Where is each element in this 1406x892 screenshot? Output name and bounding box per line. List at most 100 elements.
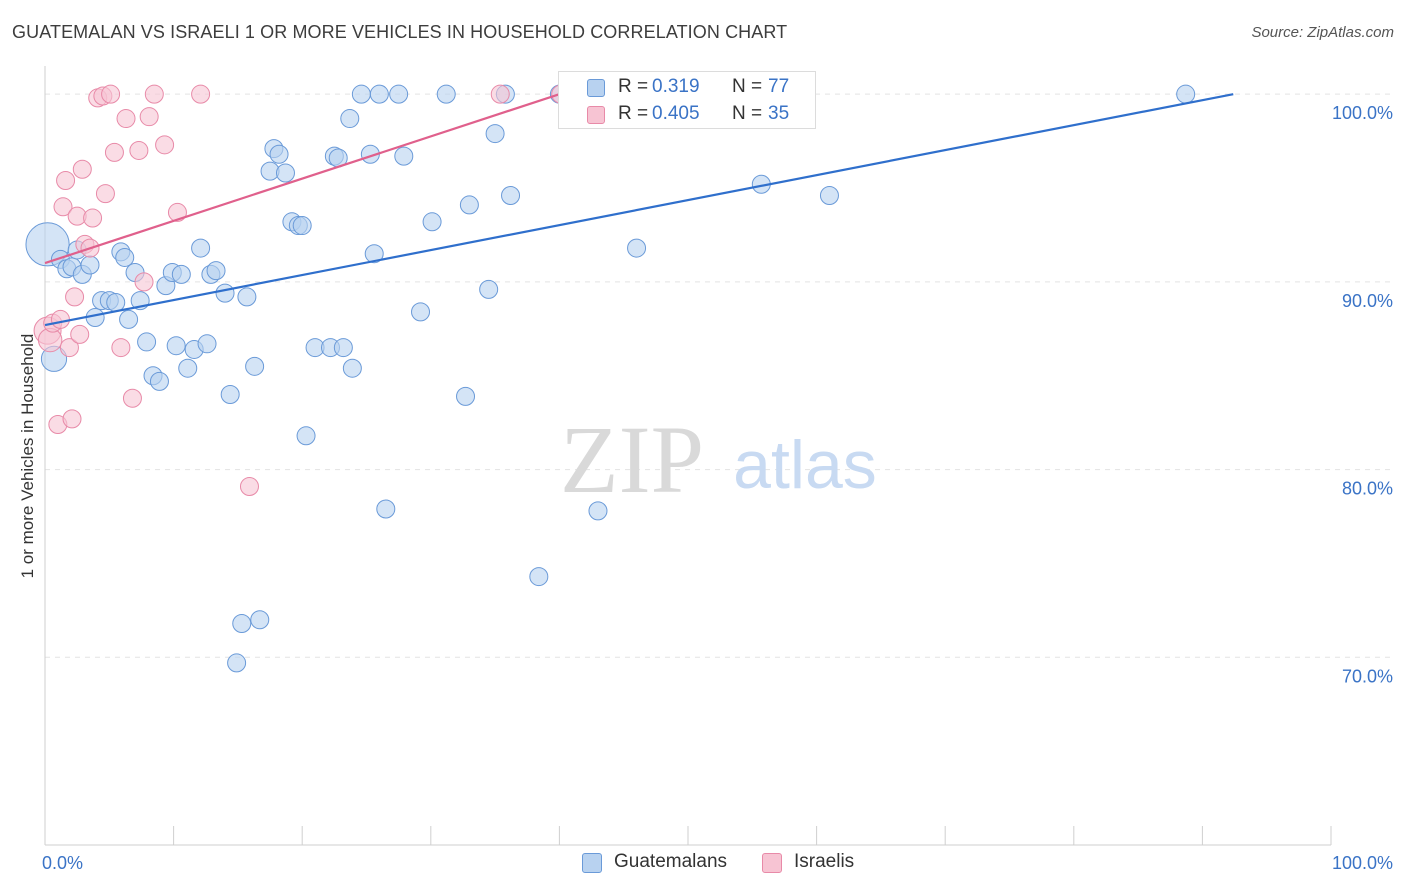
trend-lines <box>44 93 1234 327</box>
legend-swatch-pink <box>587 106 605 124</box>
guatemalan-point <box>275 163 295 183</box>
y-tick-label: 80.0% <box>1342 479 1393 499</box>
tick-labels: 100.0% 90.0% 80.0% 70.0% 0.0% 100.0% <box>42 103 1393 873</box>
guatemalan-point <box>411 302 431 322</box>
israeli-point <box>191 84 211 104</box>
guatemalan-point <box>529 567 549 587</box>
guatemalan-point <box>333 338 353 358</box>
israeli-point <box>111 338 131 358</box>
guatemalan-point <box>171 264 191 284</box>
israeli-point <box>72 159 92 179</box>
israeli-point <box>62 409 82 429</box>
legend-r-value: 0.319 <box>652 76 700 97</box>
source-label: Source: ZipAtlas.com <box>1251 24 1394 41</box>
legend-label: Israelis <box>794 851 855 872</box>
guatemalan-point <box>206 261 226 281</box>
guatemalan-point <box>237 287 257 307</box>
guatemalan-point <box>106 293 126 313</box>
stats-legend: R = 0.319 N = 77 R = 0.405 N = 35 <box>558 71 816 129</box>
legend-row-guatemalans: R = 0.319 N = 77 <box>559 75 815 101</box>
guatemalan-point <box>178 358 198 378</box>
guatemalan-point <box>269 144 289 164</box>
guatemalan-point <box>485 124 505 144</box>
x-tick-label: 0.0% <box>42 853 83 873</box>
watermark-zip: ZIP <box>560 406 704 513</box>
israeli-point <box>116 109 136 129</box>
x-tick-label: 100.0% <box>1332 853 1393 873</box>
guatemalan-point <box>1176 84 1196 104</box>
legend-n-label: N = <box>732 103 763 124</box>
guatemalan-point <box>389 84 409 104</box>
legend-swatch-blue <box>587 79 605 97</box>
guatemalan-point <box>166 336 186 356</box>
axes <box>44 66 1332 846</box>
israeli-point <box>239 476 259 496</box>
israeli-point <box>104 142 124 162</box>
guatemalan-point <box>340 109 360 129</box>
legend-row-israelis: R = 0.405 N = 35 <box>559 102 815 128</box>
watermark: ZIP atlas <box>560 406 877 513</box>
israeli-point <box>59 338 79 358</box>
israeli-point <box>134 272 154 292</box>
israeli-point <box>101 84 121 104</box>
legend-label: Guatemalans <box>614 851 728 872</box>
guatemalan-point <box>422 212 442 232</box>
israeli-point <box>65 287 85 307</box>
watermark-atlas: atlas <box>733 427 877 503</box>
guatemalan-point <box>149 371 169 391</box>
legend-r-label: R = <box>618 76 649 97</box>
israeli-point <box>155 135 175 155</box>
guatemalan-point <box>369 84 389 104</box>
y-tick-label: 100.0% <box>1332 103 1393 123</box>
guatemalan-point <box>351 84 371 104</box>
guatemalan-point <box>342 358 362 378</box>
israeli-point <box>167 202 187 222</box>
gridlines <box>45 93 1395 658</box>
israeli-point <box>70 324 90 344</box>
guatemalan-point <box>501 186 521 206</box>
guatemalan-point <box>819 186 839 206</box>
guatemalan-point <box>588 501 608 521</box>
legend-n-label: N = <box>732 76 763 97</box>
guatemalan-point <box>250 610 270 630</box>
guatemalan-point <box>80 255 100 275</box>
israeli-point <box>56 171 76 191</box>
guatemalan-point <box>296 426 316 446</box>
guatemalan-point <box>232 614 252 634</box>
guatemalan-point <box>436 84 456 104</box>
guatemalan-point <box>456 386 476 406</box>
legend-swatch-blue <box>582 853 602 873</box>
israeli-point <box>95 184 115 204</box>
israeli-point <box>122 388 142 408</box>
guatemalan-point <box>191 238 211 258</box>
guatemalan-point <box>215 283 235 303</box>
guatemalan-point <box>220 384 240 404</box>
guatemalan-point <box>245 356 265 376</box>
guatemalan-point <box>627 238 647 258</box>
israeli-point <box>139 107 159 127</box>
guatemalan-point <box>115 247 135 267</box>
legend-swatch-pink <box>762 853 782 873</box>
guatemalan-point <box>394 146 414 166</box>
legend-r-label: R = <box>618 103 649 124</box>
guatemalan-point <box>119 309 139 329</box>
data-points <box>25 84 1196 673</box>
y-tick-label: 70.0% <box>1342 666 1393 686</box>
israeli-point <box>144 84 164 104</box>
y-tick-label: 90.0% <box>1342 291 1393 311</box>
israeli-point <box>53 197 73 217</box>
guatemalan-point <box>227 653 247 673</box>
israeli-point <box>129 140 149 160</box>
israeli-point <box>50 309 70 329</box>
guatemalan-point <box>197 334 217 354</box>
israeli-point <box>83 208 103 228</box>
guatemalan-point <box>292 216 312 236</box>
israeli-point <box>490 84 510 104</box>
legend-n-value: 77 <box>768 76 790 97</box>
guatemalan-point <box>137 332 157 352</box>
guatemalan-point <box>376 499 396 519</box>
guatemalan-point <box>479 279 499 299</box>
legend-r-value: 0.405 <box>652 103 700 124</box>
legend-n-value: 35 <box>768 103 790 124</box>
